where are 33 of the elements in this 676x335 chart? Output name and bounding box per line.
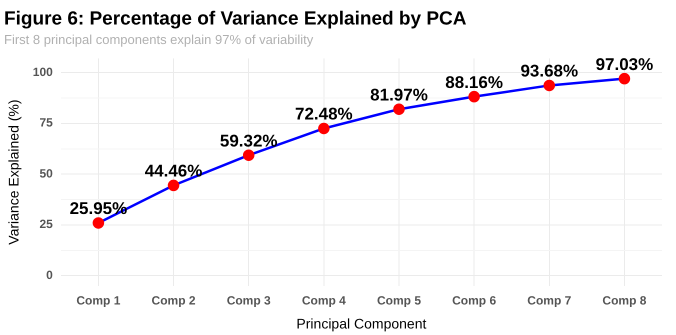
y-tick-label: 100 bbox=[32, 64, 54, 79]
x-tick-label: Comp 4 bbox=[302, 293, 346, 308]
point bbox=[393, 103, 405, 115]
point bbox=[242, 149, 254, 161]
x-tick-label: Comp 8 bbox=[602, 293, 647, 308]
y-tick-label: 75 bbox=[39, 116, 54, 130]
data-label: 97.03% bbox=[596, 54, 654, 74]
point bbox=[92, 217, 104, 229]
data-label: 72.48% bbox=[295, 104, 353, 124]
data-label: 44.46% bbox=[144, 162, 202, 181]
x-tick-label: Comp 7 bbox=[527, 293, 572, 308]
point bbox=[618, 72, 630, 84]
y-tick-label: 50 bbox=[39, 166, 54, 180]
y-axis-title: Variance Explained (%) bbox=[5, 99, 22, 245]
point bbox=[318, 122, 330, 134]
x-tick-label: Comp 5 bbox=[376, 293, 422, 308]
data-label: 59.32% bbox=[220, 131, 278, 150]
x-tick-label: Comp 3 bbox=[226, 293, 272, 308]
data-label: 25.95% bbox=[70, 199, 128, 218]
x-axis-title: Principal Component bbox=[296, 315, 426, 332]
x-tick-label: Comp 1 bbox=[76, 293, 121, 308]
x-tick-label: Comp 6 bbox=[452, 293, 496, 308]
x-tick-label: Comp 2 bbox=[152, 293, 196, 308]
y-tick-label: 25 bbox=[39, 217, 54, 232]
chart-subtitle: First 8 principal components explain 97% of variability bbox=[4, 32, 314, 48]
data-label: 81.97% bbox=[370, 85, 428, 104]
data-label: 88.16% bbox=[445, 72, 503, 92]
chart-title: Figure 6: Percentage of Variance Explained by PCA bbox=[4, 8, 467, 30]
point bbox=[168, 180, 180, 192]
point bbox=[468, 90, 480, 102]
y-tick-label: 0 bbox=[46, 268, 54, 282]
data-label: 93.68% bbox=[520, 62, 578, 81]
point bbox=[544, 80, 556, 92]
